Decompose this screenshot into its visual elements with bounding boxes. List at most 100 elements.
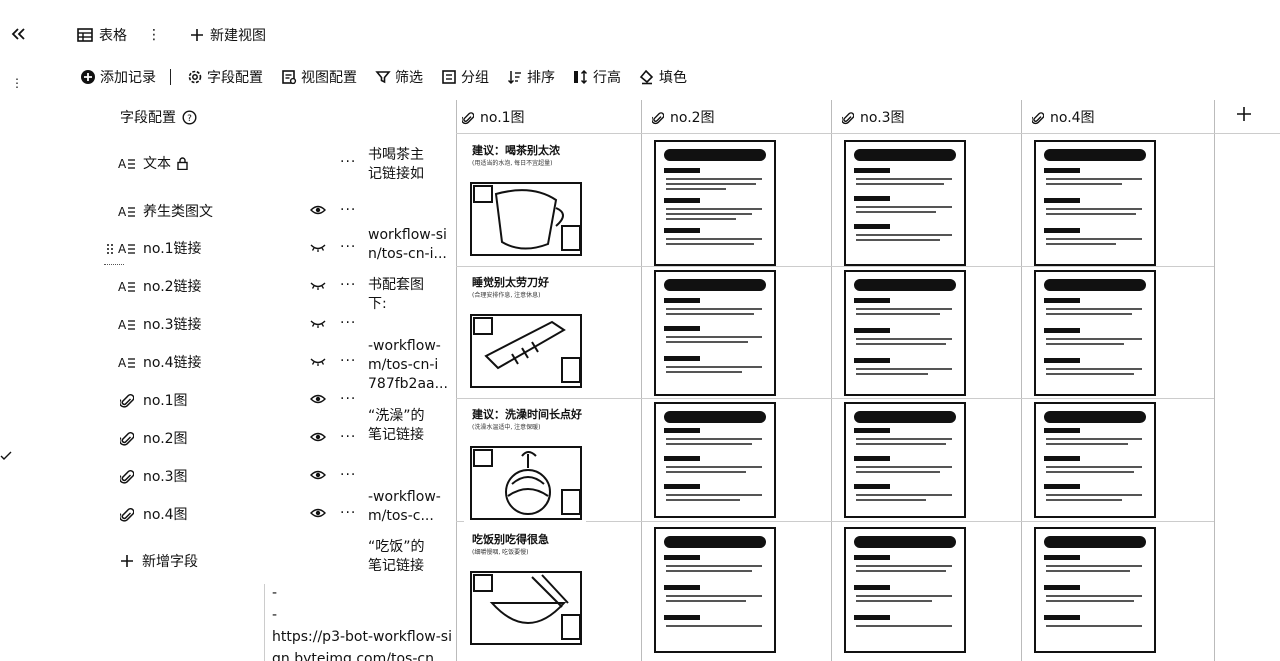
field-row-no2-link[interactable]: A no.2链接 ··· — [118, 275, 358, 297]
thumbnail-heading — [664, 484, 700, 489]
field-row-text[interactable]: A 文本 ··· — [118, 152, 358, 174]
grid-line — [456, 398, 1214, 399]
group-button[interactable]: 分组 — [441, 67, 489, 87]
thumbnail-heading — [1044, 358, 1080, 363]
eye-icon[interactable] — [310, 204, 326, 216]
field-row-no1-image[interactable]: no.1图 ··· — [118, 389, 358, 411]
attachment-icon — [462, 110, 474, 125]
eye-closed-icon[interactable] — [310, 317, 326, 329]
image-thumbnail-doc[interactable] — [844, 402, 966, 518]
image-thumbnail-doc[interactable] — [844, 140, 966, 266]
field-more-button[interactable]: ··· — [340, 277, 357, 293]
eye-closed-icon[interactable] — [310, 241, 326, 253]
text-cell-8[interactable]: - - https://p3-bot-workflow-si gn.byteim… — [272, 582, 452, 661]
view-config-button[interactable]: 视图配置 — [281, 67, 357, 87]
image-thumbnail-doc[interactable] — [1034, 140, 1156, 266]
column-header-no3-image[interactable]: no.3图 — [842, 100, 905, 134]
image-thumbnail-doc[interactable] — [1034, 270, 1156, 396]
image-thumbnail-doc[interactable] — [654, 270, 776, 396]
add-field-button[interactable]: 新增字段 — [120, 551, 198, 571]
sort-button[interactable]: 排序 — [507, 67, 555, 87]
help-icon[interactable]: ? — [182, 109, 197, 125]
text-cell-3[interactable]: 书配套图 下: — [368, 276, 456, 314]
field-more-button[interactable]: ··· — [340, 154, 357, 170]
view-config-label: 视图配置 — [301, 70, 357, 86]
eye-closed-icon[interactable] — [310, 279, 326, 291]
field-row-no3-link[interactable]: A no.3链接 ··· — [118, 313, 358, 335]
text-line: 书配套图 — [368, 277, 424, 293]
text-cell-7[interactable]: “吃饭”的 笔记链接 — [368, 538, 456, 576]
thumbnail-line — [856, 183, 944, 185]
thumbnail-heading — [1044, 228, 1080, 233]
image-thumbnail-doc[interactable] — [654, 527, 776, 653]
thumbnail-banner — [854, 411, 956, 423]
image-thumbnail-sleep[interactable]: 睡觉别太劳刀好 (合理安排作息, 注意休息) — [464, 270, 586, 396]
text-cell-4[interactable]: -workflow- m/tos-cn-i 787fb2aa... — [368, 337, 456, 394]
attachment-icon — [1032, 110, 1044, 125]
filter-label: 筛选 — [395, 70, 423, 86]
new-view-button[interactable]: 新建视图 — [190, 24, 266, 46]
field-more-button[interactable]: ··· — [340, 315, 357, 331]
column-header-no2-image[interactable]: no.2图 — [652, 100, 715, 134]
view-more-icon[interactable]: ⋮ — [147, 27, 161, 43]
thumbnail-line — [666, 336, 762, 338]
image-thumbnail-doc[interactable] — [1034, 527, 1156, 653]
field-more-button[interactable]: ··· — [340, 429, 357, 445]
image-thumbnail-doc[interactable] — [844, 527, 966, 653]
filter-button[interactable]: 筛选 — [375, 67, 423, 87]
eye-icon[interactable] — [310, 469, 326, 481]
eye-icon[interactable] — [310, 431, 326, 443]
field-row-no1-link[interactable]: A no.1链接 ··· — [118, 237, 358, 259]
fill-color-button[interactable]: 填色 — [639, 67, 687, 87]
thumbnail-line — [666, 371, 742, 373]
image-thumbnail-tea[interactable]: 建议：喝茶别太浓 (用适当的水泡, 每日不宜超量) — [464, 138, 586, 264]
field-more-button[interactable]: ··· — [340, 505, 357, 521]
eye-icon[interactable] — [310, 393, 326, 405]
column-header-no1-image[interactable]: no.1图 — [462, 100, 525, 134]
svg-text:A: A — [118, 157, 127, 169]
image-thumbnail-doc[interactable] — [1034, 402, 1156, 518]
column-header-label: no.1图 — [480, 110, 525, 126]
field-row-no3-image[interactable]: no.3图 ··· — [118, 465, 358, 487]
row-height-button[interactable]: 行高 — [573, 67, 621, 87]
field-more-button[interactable]: ··· — [340, 391, 357, 407]
field-more-button[interactable]: ··· — [340, 467, 357, 483]
collapse-sidebar-button[interactable] — [10, 27, 26, 45]
add-record-button[interactable]: 添加记录 — [80, 67, 156, 87]
thumbnail-line — [856, 343, 946, 345]
view-tab-table[interactable]: 表格 ⋮ — [77, 24, 161, 46]
image-thumbnail-doc[interactable] — [844, 270, 966, 396]
add-column-button[interactable] — [1236, 106, 1252, 126]
field-row-no2-image[interactable]: no.2图 ··· — [118, 427, 358, 449]
field-more-button[interactable]: ··· — [340, 353, 357, 369]
sidebar-more-icon[interactable]: ⋮ — [11, 76, 23, 90]
image-thumbnail-doc[interactable] — [654, 402, 776, 518]
drag-handle-icon[interactable] — [106, 243, 114, 255]
field-more-button[interactable]: ··· — [340, 202, 357, 218]
text-cell-6[interactable]: -workflow- m/tos-c... — [368, 488, 456, 526]
field-label: no.3图 — [143, 469, 188, 485]
field-config-button[interactable]: 字段配置 — [187, 67, 263, 87]
field-row-no4-image[interactable]: no.4图 ··· — [118, 503, 358, 525]
column-header-no4-image[interactable]: no.4图 — [1032, 100, 1095, 134]
add-record-label: 添加记录 — [100, 70, 156, 86]
field-row-no4-link[interactable]: A no.4链接 ··· — [118, 351, 358, 373]
image-thumbnail-doc[interactable] — [654, 140, 776, 266]
text-cell-1[interactable]: 书喝茶主 记链接如 — [368, 146, 456, 184]
column-header-label: no.2图 — [670, 110, 715, 126]
eye-icon[interactable] — [310, 507, 326, 519]
thumbnail-line — [666, 595, 762, 597]
field-more-button[interactable]: ··· — [340, 239, 357, 255]
eye-closed-icon[interactable] — [310, 355, 326, 367]
text-cell-2[interactable]: workflow-si n/tos-cn-i... — [368, 226, 456, 264]
image-thumbnail-shower[interactable]: 建议：洗澡时间长点好 (洗澡水温适中, 注意保暖) — [464, 402, 586, 528]
field-row-health-posts[interactable]: A 养生类图文 ··· — [118, 200, 358, 222]
row-height-label: 行高 — [593, 70, 621, 86]
text-cell-5[interactable]: “洗澡”的 笔记链接 — [368, 407, 456, 445]
text-field-icon: A — [118, 318, 136, 330]
thumbnail-heading — [1044, 615, 1080, 620]
row-height-icon — [573, 69, 589, 85]
text-field-icon: A — [118, 242, 136, 254]
thumbnail-heading — [1044, 198, 1080, 203]
image-thumbnail-meal[interactable]: 吃饭别吃得很急 (细嚼慢咽, 吃饭要慢) — [464, 527, 586, 653]
